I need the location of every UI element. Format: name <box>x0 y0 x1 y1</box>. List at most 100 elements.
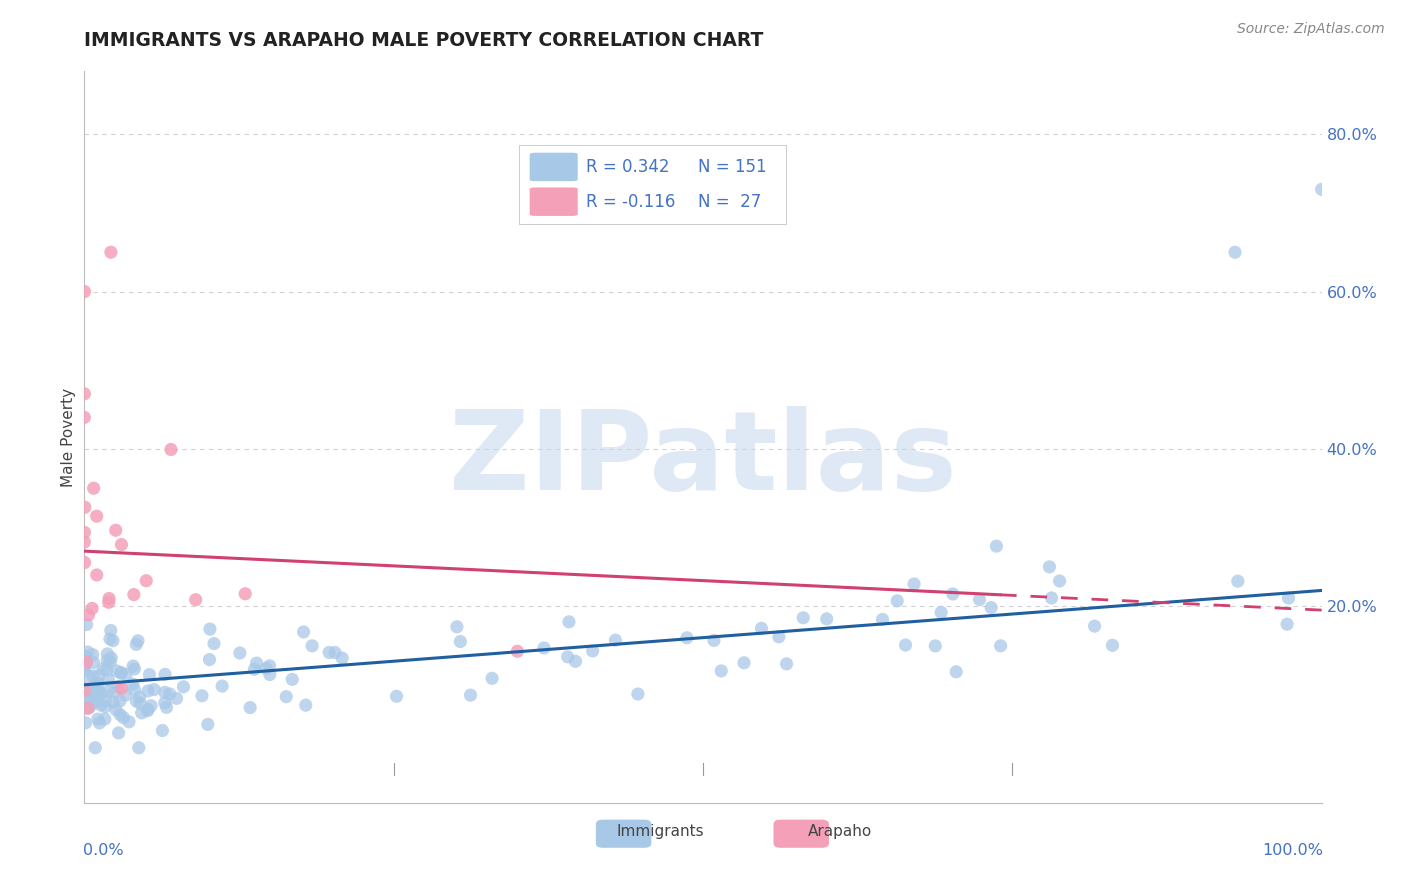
Point <box>506 644 529 658</box>
Point <box>84 686 107 700</box>
Point <box>1101 638 1123 652</box>
Point <box>318 645 340 659</box>
Point <box>894 638 917 652</box>
Point <box>86 509 108 524</box>
Point <box>98 632 121 646</box>
Point <box>86 568 108 582</box>
Point <box>872 612 894 626</box>
Point <box>276 690 298 704</box>
Point <box>191 689 214 703</box>
Point <box>990 639 1012 653</box>
Point <box>121 677 143 691</box>
Point <box>105 664 128 678</box>
Point <box>1275 617 1298 632</box>
Point <box>73 663 96 677</box>
Point <box>710 664 733 678</box>
Point <box>197 717 219 731</box>
Text: 100.0%: 100.0% <box>1261 843 1323 858</box>
Point <box>138 667 160 681</box>
Point <box>107 726 129 740</box>
Point <box>100 651 122 665</box>
Point <box>87 712 110 726</box>
Point <box>76 685 98 699</box>
Point <box>768 630 790 644</box>
Point <box>73 659 96 673</box>
Point <box>160 442 183 457</box>
Point <box>76 684 98 698</box>
Point <box>101 633 124 648</box>
Point <box>246 656 269 670</box>
Point <box>152 723 174 738</box>
Point <box>605 633 627 648</box>
Point <box>87 676 110 690</box>
Point <box>73 285 96 299</box>
Point <box>82 669 104 683</box>
Point <box>143 682 166 697</box>
Point <box>582 644 605 658</box>
Point <box>115 667 138 681</box>
Point <box>108 707 131 722</box>
Point <box>73 525 96 540</box>
Point <box>449 634 471 648</box>
Point <box>87 683 110 698</box>
Point <box>1223 245 1246 260</box>
Point <box>243 662 266 676</box>
Point <box>460 688 482 702</box>
Point <box>924 639 946 653</box>
Point <box>84 694 107 708</box>
Point <box>125 637 148 651</box>
Point <box>110 681 132 696</box>
Point <box>112 710 135 724</box>
Point <box>89 715 111 730</box>
Point <box>122 659 145 673</box>
Point <box>76 645 98 659</box>
Point <box>792 611 814 625</box>
Point <box>627 687 650 701</box>
Point <box>127 633 149 648</box>
Point <box>259 667 281 681</box>
Point <box>929 606 952 620</box>
Point <box>73 500 96 515</box>
Point <box>385 690 408 704</box>
Point <box>131 706 153 720</box>
Point <box>104 523 127 537</box>
Point <box>87 668 110 682</box>
Point <box>73 410 96 425</box>
Point <box>1049 574 1071 588</box>
Point <box>86 689 108 703</box>
Point <box>703 633 725 648</box>
Point <box>136 702 159 716</box>
Point <box>135 574 157 588</box>
Point <box>301 639 323 653</box>
Point <box>125 694 148 708</box>
Point <box>198 652 221 666</box>
Point <box>153 696 176 710</box>
Point <box>815 612 838 626</box>
Point <box>77 607 100 622</box>
Point <box>114 688 136 702</box>
Point <box>110 666 132 681</box>
Point <box>124 682 146 697</box>
Text: Source: ZipAtlas.com: Source: ZipAtlas.com <box>1237 22 1385 37</box>
Point <box>75 650 97 665</box>
Point <box>97 673 120 687</box>
Point <box>1040 591 1063 605</box>
Point <box>564 654 586 668</box>
Point <box>84 740 107 755</box>
Point <box>155 700 177 714</box>
Point <box>533 640 555 655</box>
Point <box>96 663 118 677</box>
Point <box>254 661 277 675</box>
Point <box>945 665 967 679</box>
Point <box>100 624 122 638</box>
Point <box>557 649 579 664</box>
Point <box>73 535 96 549</box>
Point <box>101 695 124 709</box>
Point <box>96 653 118 667</box>
Point <box>96 647 118 661</box>
Point <box>184 592 207 607</box>
Point <box>79 700 101 714</box>
Point <box>903 577 925 591</box>
Point <box>107 680 129 694</box>
Point <box>75 649 97 664</box>
